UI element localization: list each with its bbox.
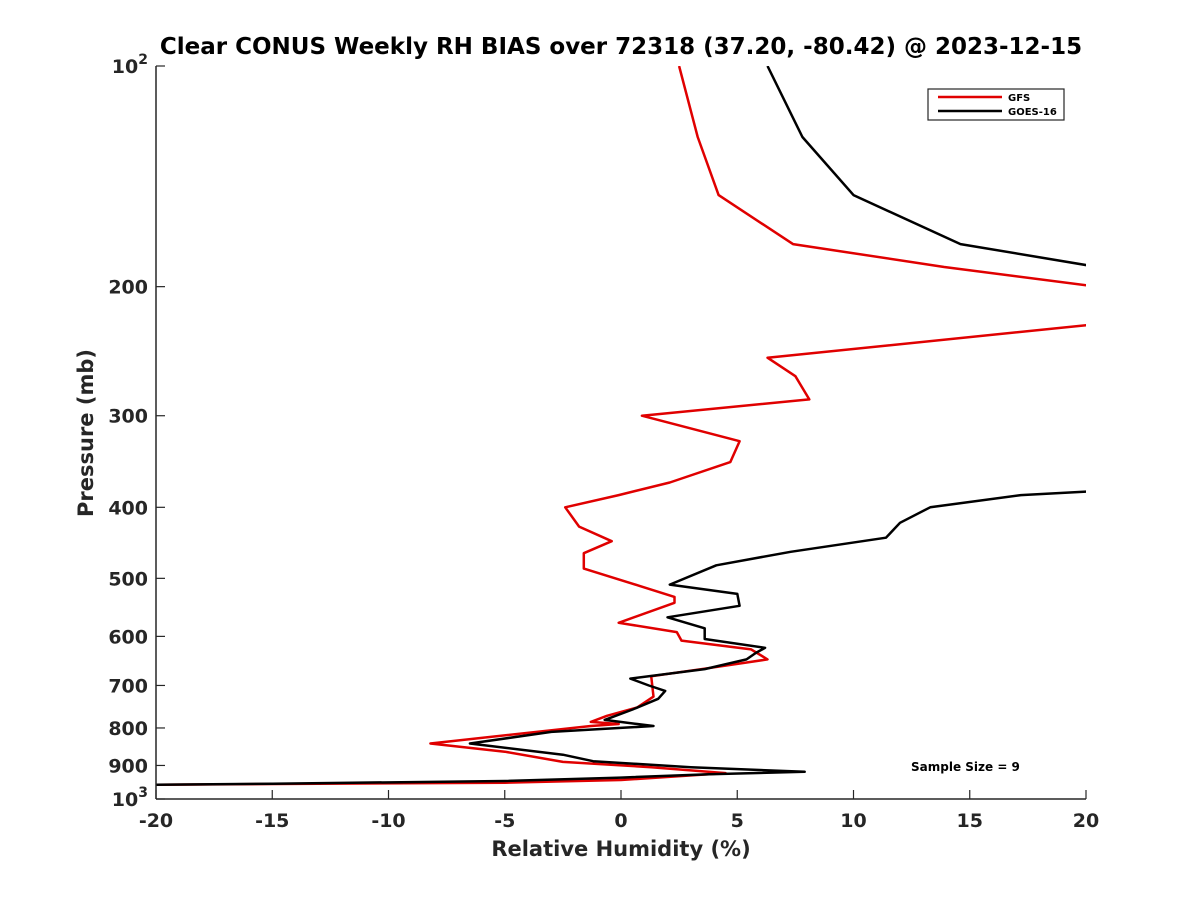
y-axis: 102 200 300 400 500 600 700 800 900 103 [108,52,165,811]
legend: GFS GOES-16 [927,88,1065,121]
x-tick-label: 0 [614,810,627,832]
x-tick-label: -15 [255,810,289,832]
y-tick-label: 900 [108,755,148,777]
x-tick-label: -5 [494,810,515,832]
y-tick-label: 500 [108,568,148,590]
series-layer [156,66,1086,786]
series-line-goes16 [156,66,1086,786]
x-axis-label: Relative Humidity (%) [491,837,750,861]
series-line-gfs [156,66,1086,786]
sample-size-annotation: Sample Size = 9 [911,760,1020,774]
y-tick-label: 102 [112,52,148,78]
legend-label-goes16: GOES-16 [1008,107,1057,118]
y-tick-label: 800 [108,718,148,740]
x-tick-label: -20 [139,810,173,832]
y-tick-label: 700 [108,675,148,697]
x-tick-label: 15 [957,810,983,832]
legend-box [927,88,1065,121]
y-tick-label: 600 [108,626,148,648]
x-tick-label: 10 [840,810,866,832]
y-tick-label: 200 [108,277,148,299]
legend-label-gfs: GFS [1008,93,1030,104]
x-tick-label: 5 [731,810,744,832]
y-tick-label: 103 [112,785,148,811]
x-tick-label: 20 [1073,810,1099,832]
x-axis: -20 -15 -10 -5 0 5 10 15 20 [139,790,1099,832]
chart-title: Clear CONUS Weekly RH BIAS over 72318 (3… [160,34,1082,60]
y-tick-label: 300 [108,406,148,428]
x-tick-label: -10 [371,810,405,832]
y-tick-label: 400 [108,497,148,519]
y-axis-label: Pressure (mb) [74,349,98,517]
